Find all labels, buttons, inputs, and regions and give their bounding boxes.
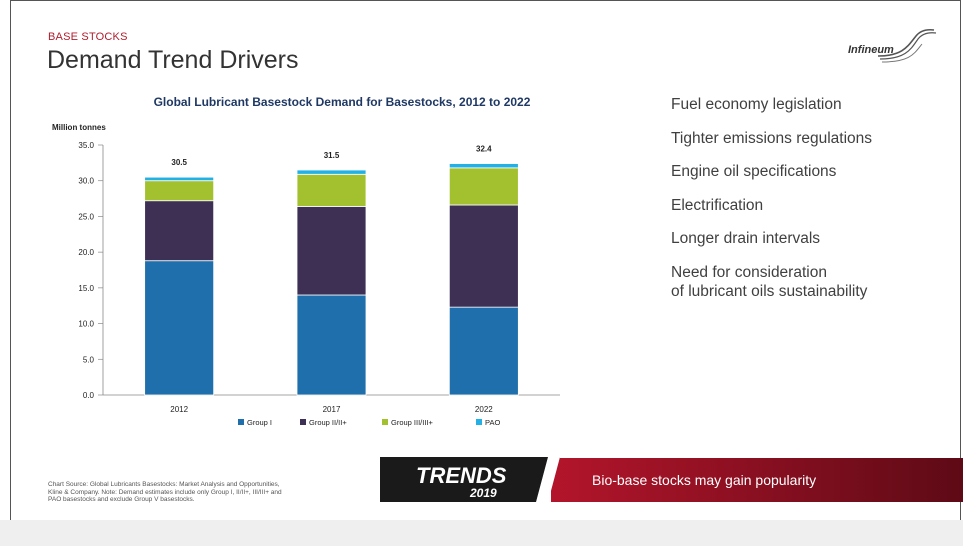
trends-text: TRENDS: [416, 463, 507, 488]
y-axis-label: Million tonnes: [52, 123, 106, 132]
driver-item: Engine oil specifications: [671, 163, 837, 180]
legend-swatch: [238, 419, 244, 425]
bar-total-label: 31.5: [324, 151, 340, 160]
y-tick-label: 10.0: [78, 320, 94, 329]
bar-segment: [448, 306, 519, 396]
driver-item: Tighter emissions regulations: [671, 129, 873, 147]
driver-list: Fuel economy legislation Tighter emissio…: [671, 95, 941, 315]
y-tick-label: 30.0: [78, 177, 94, 186]
trends-2019-badge: TRENDS 2019: [380, 457, 560, 502]
legend-swatch: [476, 419, 482, 425]
logo-text: Infineum: [848, 44, 894, 56]
x-tick-label: 2012: [170, 405, 188, 414]
banner-background: [551, 458, 963, 502]
x-tick-label: 2017: [323, 405, 341, 414]
bar-segment: [296, 169, 367, 175]
bar-segment: [144, 180, 215, 202]
chart-svg: Global Lubricant Basestock Demand for Ba…: [52, 95, 560, 427]
legend-label: Group III/III+: [391, 418, 434, 427]
trends-year: 2019: [469, 486, 497, 500]
chart-source-note: Chart Source: Global Lubricants Basestoc…: [48, 481, 282, 504]
bar-segment: [448, 163, 519, 169]
slide-title: Demand Trend Drivers: [47, 46, 299, 74]
bar-total-label: 30.5: [171, 158, 187, 167]
infineum-logo: Infineum: [848, 26, 938, 72]
y-tick-label: 35.0: [78, 141, 94, 150]
driver-item: Longer drain intervals: [671, 230, 821, 247]
banner-text: Bio-base stocks may gain popularity: [592, 472, 817, 488]
driver-item: Electrification: [671, 196, 764, 214]
chart-title: Global Lubricant Basestock Demand for Ba…: [154, 95, 531, 109]
y-tick-label: 25.0: [78, 212, 94, 221]
x-tick-label: 2022: [475, 405, 493, 414]
swoosh-icon: [877, 28, 937, 63]
bar-segment: [296, 206, 367, 296]
bar-segment: [448, 167, 519, 206]
bar-segment: [144, 176, 215, 182]
section-kicker: BASE STOCKS: [48, 31, 128, 43]
y-tick-label: 5.0: [83, 355, 95, 364]
footer-band: [0, 520, 963, 546]
legend-swatch: [300, 419, 306, 425]
demand-chart: Global Lubricant Basestock Demand for Ba…: [40, 92, 600, 447]
legend-label: PAO: [485, 418, 500, 427]
legend-swatch: [382, 419, 388, 425]
bar-segment: [144, 200, 215, 262]
bar-segment: [296, 173, 367, 207]
driver-item: Need for consideration of lubricant oils…: [671, 263, 868, 300]
legend-label: Group I: [247, 418, 272, 427]
legend-label: Group II/II+: [309, 418, 347, 427]
bar-total-label: 32.4: [476, 145, 492, 154]
y-tick-label: 20.0: [78, 248, 94, 257]
bar-segment: [296, 294, 367, 396]
y-tick-label: 0.0: [83, 391, 95, 400]
y-tick-label: 15.0: [78, 284, 94, 293]
bar-segment: [448, 204, 519, 308]
bar-segment: [144, 260, 215, 396]
driver-item: Fuel economy legislation: [671, 96, 842, 113]
